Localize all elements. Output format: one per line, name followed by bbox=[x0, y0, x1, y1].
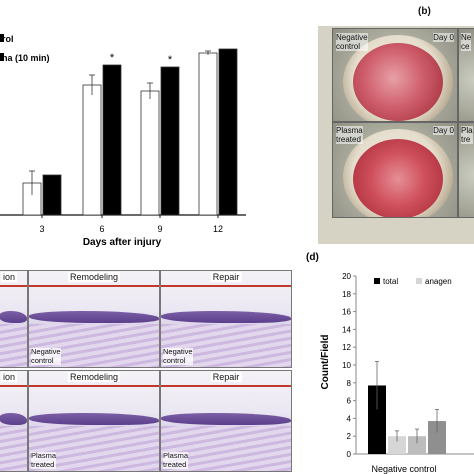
legend-label-1: rol bbox=[2, 34, 14, 44]
bar-control bbox=[140, 90, 160, 216]
legend-swatch bbox=[374, 278, 380, 284]
x-tick-label: 12 bbox=[213, 224, 223, 234]
phase-arrow bbox=[29, 285, 159, 287]
phase-header: Repair bbox=[210, 272, 242, 282]
bar bbox=[408, 436, 426, 454]
phase-header: Remodeling bbox=[67, 372, 121, 382]
row-label: Plasma treated bbox=[163, 451, 189, 469]
photo-plasma-treated-partial: Pla tre bbox=[458, 122, 474, 218]
row-label: Negative control bbox=[31, 347, 61, 365]
x-axis-title: Days after injury bbox=[83, 237, 162, 248]
phase-header: Repair bbox=[210, 372, 242, 382]
x-tick-label: 6 bbox=[99, 224, 104, 234]
y-tick-label: 14 bbox=[342, 325, 351, 334]
y-tick-label: 12 bbox=[342, 343, 351, 352]
phase-header: ion bbox=[1, 372, 18, 382]
photo-negative-control-partial: Ne ce bbox=[458, 28, 474, 122]
bar-plasma bbox=[102, 64, 122, 216]
bar-control bbox=[198, 52, 218, 216]
histology-image: Remodeling Plasma treated bbox=[28, 370, 160, 472]
legend-swatch bbox=[416, 278, 422, 284]
photo-negative-control-day0: Negative control Day 0 bbox=[332, 28, 458, 122]
photo-label-day: Day 0 bbox=[433, 33, 454, 42]
photo-label-left: Plasma treated bbox=[336, 126, 363, 144]
y-tick-label: 10 bbox=[342, 361, 351, 370]
phase-arrow bbox=[29, 385, 159, 387]
panel-d-label: (d) bbox=[306, 252, 319, 263]
bar-plasma bbox=[218, 48, 238, 216]
legend-label-2: na (10 min) bbox=[2, 53, 50, 63]
bar-control bbox=[82, 84, 102, 216]
panel-b-label: (b) bbox=[418, 6, 431, 17]
bar-plasma bbox=[42, 174, 62, 216]
row-label: Negative control bbox=[163, 347, 193, 365]
phase-header: Remodeling bbox=[67, 272, 121, 282]
histology-image: Remodeling Negative control bbox=[28, 270, 160, 368]
histology-image: ion bbox=[0, 270, 28, 368]
chart-d-count-per-field: (d) Count/Field total anagen 0 2 4 6 8 10 12 14 1… bbox=[306, 252, 474, 474]
y-tick-label: 16 bbox=[342, 308, 351, 317]
y-tick-label: 0 bbox=[347, 450, 352, 459]
photo-label-left: Negative control bbox=[336, 33, 368, 51]
phase-header: ion bbox=[1, 272, 18, 282]
row-label: Plasma treated bbox=[31, 451, 57, 469]
x-tick-label: 9 bbox=[157, 224, 162, 234]
x-tick-label: 3 bbox=[39, 224, 44, 234]
photo-label-day: Day 0 bbox=[433, 126, 454, 135]
histology-image: Repair Plasma treated bbox=[160, 370, 292, 472]
x-axis-title: Negative control bbox=[371, 464, 436, 474]
bar-plasma bbox=[160, 66, 180, 216]
chart-a-days-after-injury: rol na (10 min) 3 6 9 12 * * Days after inju… bbox=[0, 34, 246, 248]
photo-label-left-partial: Ne ce bbox=[461, 33, 472, 51]
y-tick-label: 4 bbox=[347, 414, 352, 423]
photo-label-left-partial: Pla tre bbox=[461, 126, 473, 144]
y-tick-label: 20 bbox=[342, 272, 351, 281]
y-tick-label: 8 bbox=[347, 379, 352, 388]
phase-arrow bbox=[0, 385, 27, 387]
legend-label: total bbox=[383, 277, 398, 286]
phase-arrow bbox=[161, 285, 291, 287]
phase-arrow bbox=[161, 385, 291, 387]
y-tick-label: 6 bbox=[347, 397, 352, 406]
phase-arrow bbox=[0, 285, 27, 287]
legend-label: anagen bbox=[425, 277, 452, 286]
y-tick-label: 18 bbox=[342, 290, 351, 299]
bar bbox=[428, 421, 446, 454]
y-tick-label: 2 bbox=[347, 432, 352, 441]
histology-image: ion bbox=[0, 370, 28, 472]
bar bbox=[388, 436, 406, 454]
histology-image: Repair Negative control bbox=[160, 270, 292, 368]
photo-plasma-treated-day0: Plasma treated Day 0 bbox=[332, 122, 458, 218]
y-axis-title: Count/Field bbox=[320, 335, 331, 390]
significance-asterisk: * bbox=[168, 54, 173, 66]
significance-asterisk: * bbox=[110, 52, 115, 64]
bar bbox=[368, 385, 386, 454]
legend-swatch-2 bbox=[0, 53, 4, 61]
legend-swatch-1 bbox=[0, 34, 4, 42]
